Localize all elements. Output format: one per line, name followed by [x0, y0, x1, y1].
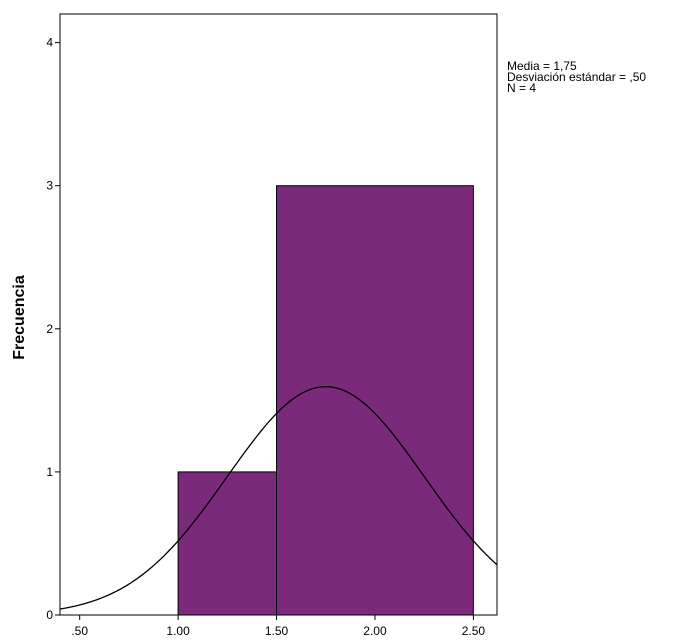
x-tick-label-4: 2.50 — [462, 624, 486, 638]
y-tick-label-3: 3 — [46, 179, 53, 193]
stat-mean: Media = 1,75 — [507, 59, 577, 73]
plot-frame — [59, 13, 498, 616]
normal-curve-layer — [59, 385, 498, 610]
x-tick-label-3: 2.00 — [363, 624, 387, 638]
stat-std-dev: Desviación estándar = ,50 — [507, 70, 647, 84]
y-tick-label-4: 4 — [46, 36, 53, 50]
y-tick-label-0: 0 — [46, 608, 53, 622]
x-tick-label-1: 1.00 — [166, 624, 190, 638]
x-axis: .50 1.00 1.50 2.00 2.50 — [71, 615, 485, 638]
histogram-bars — [177, 185, 474, 616]
y-axis: 0 1 2 3 4 — [46, 36, 60, 622]
y-tick-label-1: 1 — [46, 465, 53, 479]
x-tick-label-2: 1.50 — [265, 624, 289, 638]
statistics-box: Media = 1,75 Desviación estándar = ,50 N… — [507, 59, 647, 95]
stat-n: N = 4 — [507, 81, 537, 95]
y-axis-label: Frecuencia — [11, 275, 28, 360]
histogram-bar-1 — [177, 471, 278, 616]
normal-curve — [59, 385, 498, 610]
x-tick-label-0: .50 — [71, 624, 88, 638]
histogram-bar-2 — [276, 185, 474, 616]
y-tick-label-2: 2 — [46, 322, 53, 336]
